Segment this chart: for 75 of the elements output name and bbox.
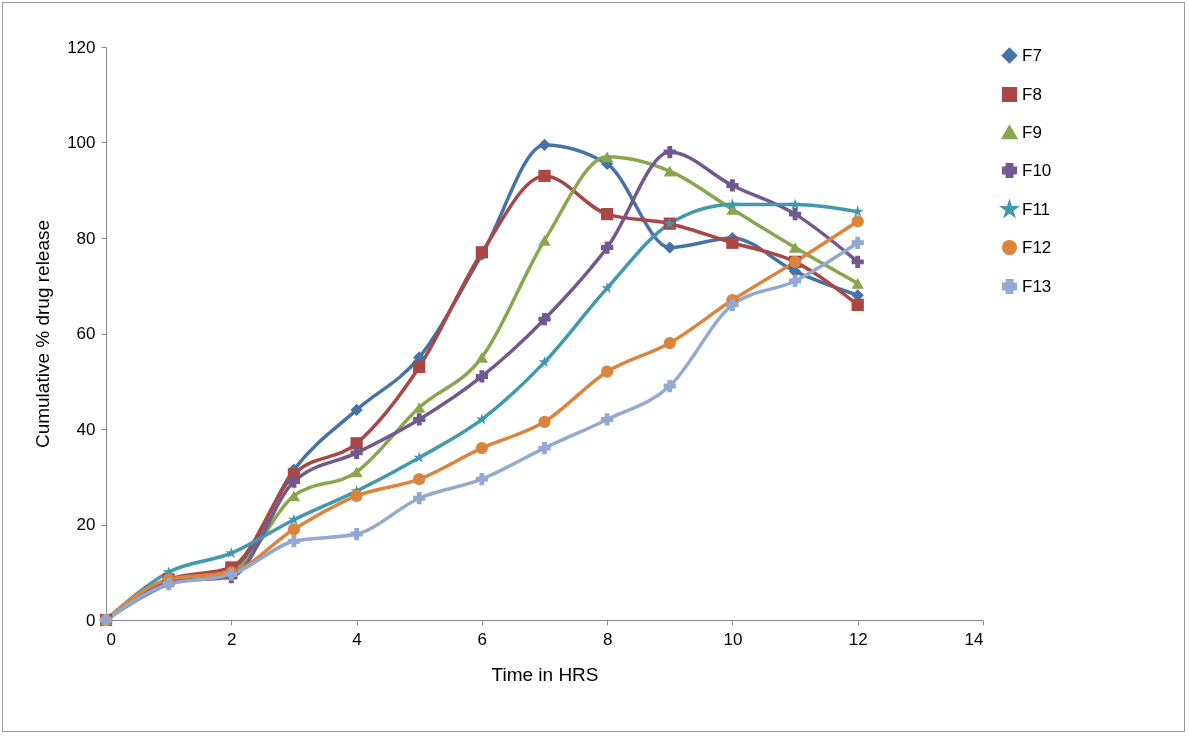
x-tick-label: 2 (227, 629, 237, 649)
y-tick-label: 120 (67, 37, 96, 57)
point (538, 169, 551, 183)
point (851, 278, 864, 289)
y-tick-label: 60 (76, 324, 96, 343)
y-tick-label: 40 (76, 419, 96, 439)
point (413, 492, 426, 505)
point (413, 413, 426, 426)
y-tick-label: 0 (86, 610, 96, 630)
y-tick-label: 80 (76, 228, 96, 248)
point (851, 255, 864, 268)
point (851, 215, 864, 228)
point (287, 475, 301, 488)
legend-label: F12 (1022, 237, 1052, 257)
point (788, 274, 802, 288)
x-tick-label: 4 (352, 629, 362, 649)
point (287, 523, 301, 536)
point (538, 235, 551, 246)
point (851, 298, 864, 311)
point (726, 236, 739, 249)
point (538, 441, 551, 455)
point (350, 527, 363, 541)
point (726, 298, 739, 311)
point (475, 352, 488, 363)
point (287, 535, 301, 548)
point (413, 451, 426, 463)
point (287, 490, 301, 502)
point (350, 466, 363, 478)
point (601, 282, 613, 294)
x-tick-label: 8 (602, 629, 613, 649)
x-tick-label: 14 (964, 629, 984, 649)
point (601, 365, 614, 378)
point (538, 415, 551, 428)
point (726, 198, 739, 210)
x-tick-label: 0 (106, 629, 116, 649)
x-tick-label: 10 (723, 629, 743, 649)
y-tick-label: 20 (76, 515, 96, 534)
legend-label: F11 (1022, 199, 1051, 219)
point (538, 356, 551, 368)
point (663, 379, 676, 393)
point (475, 441, 488, 455)
point (475, 473, 488, 486)
point (851, 236, 864, 249)
y-axis-title: Cumulative % drug release (32, 219, 54, 449)
point (601, 241, 614, 254)
x-tick-label: 6 (477, 629, 488, 649)
point (663, 336, 676, 350)
point (350, 403, 363, 417)
legend-label: F9 (1022, 122, 1042, 142)
x-tick-label: 12 (848, 629, 868, 649)
point (413, 360, 426, 374)
point (789, 198, 801, 210)
point (350, 446, 363, 459)
x-axis-title: Time in HRS (491, 663, 599, 685)
legend-label: F13 (1022, 276, 1052, 296)
point (350, 489, 363, 502)
y-tick-label: 100 (67, 133, 96, 152)
point (538, 313, 551, 326)
point (413, 402, 426, 413)
point (726, 179, 739, 192)
point (350, 437, 363, 450)
point (601, 413, 614, 426)
point (538, 138, 551, 152)
point (663, 165, 676, 177)
point (413, 473, 426, 486)
point (788, 208, 802, 221)
point (601, 208, 614, 221)
legend-label: F10 (1022, 160, 1052, 180)
point (663, 241, 676, 254)
point (663, 145, 676, 159)
legend-label: F7 (1022, 45, 1042, 65)
point (788, 242, 802, 253)
point (601, 151, 614, 163)
point (475, 370, 488, 383)
legend-label: F8 (1022, 84, 1042, 104)
